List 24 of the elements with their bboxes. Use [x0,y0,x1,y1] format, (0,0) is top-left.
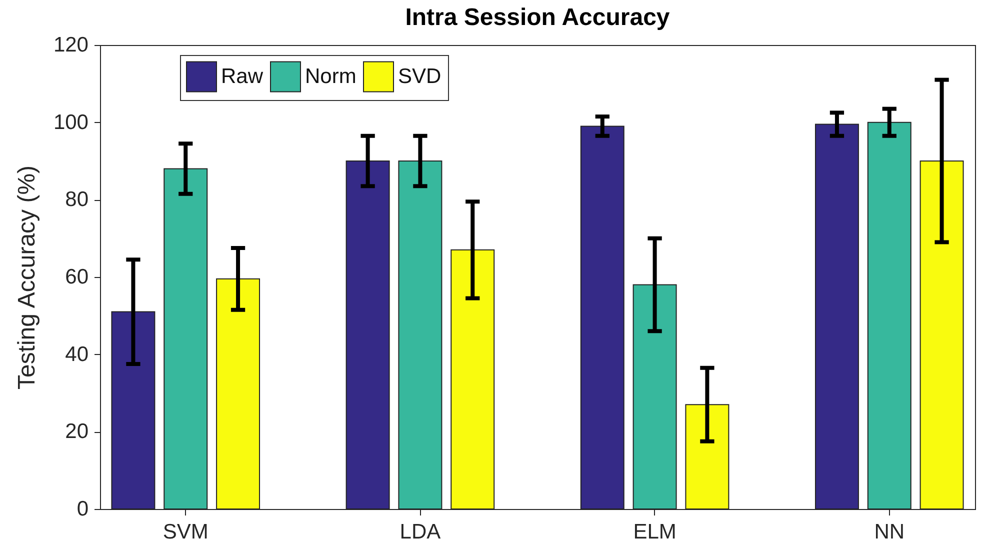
legend-label: Norm [305,64,356,88]
x-tick-label: ELM [633,520,676,544]
x-tick-label: SVM [162,520,208,544]
y-axis-title: Testing Accuracy (%) [13,165,40,390]
bar [346,160,390,510]
y-tick-label: 20 [65,420,88,444]
y-tick-label: 0 [76,498,88,520]
bar [685,404,730,510]
legend-label: Raw [221,64,264,88]
bar [111,311,156,510]
bar [450,249,495,510]
chart-title: Intra Session Accuracy [405,4,670,31]
x-tick-label: NN [874,520,905,544]
bar [216,278,260,510]
y-tick-label: 100 [53,110,88,134]
x-tick-label: LDA [400,520,441,544]
legend-label: SVD [398,64,442,88]
y-tick-label: 60 [65,266,88,288]
y-tick-label: 40 [65,342,88,366]
bar [580,126,624,510]
y-tick-label: 120 [53,34,88,56]
bar [920,160,964,510]
bar [814,124,859,510]
y-tick-label: 80 [65,188,88,212]
